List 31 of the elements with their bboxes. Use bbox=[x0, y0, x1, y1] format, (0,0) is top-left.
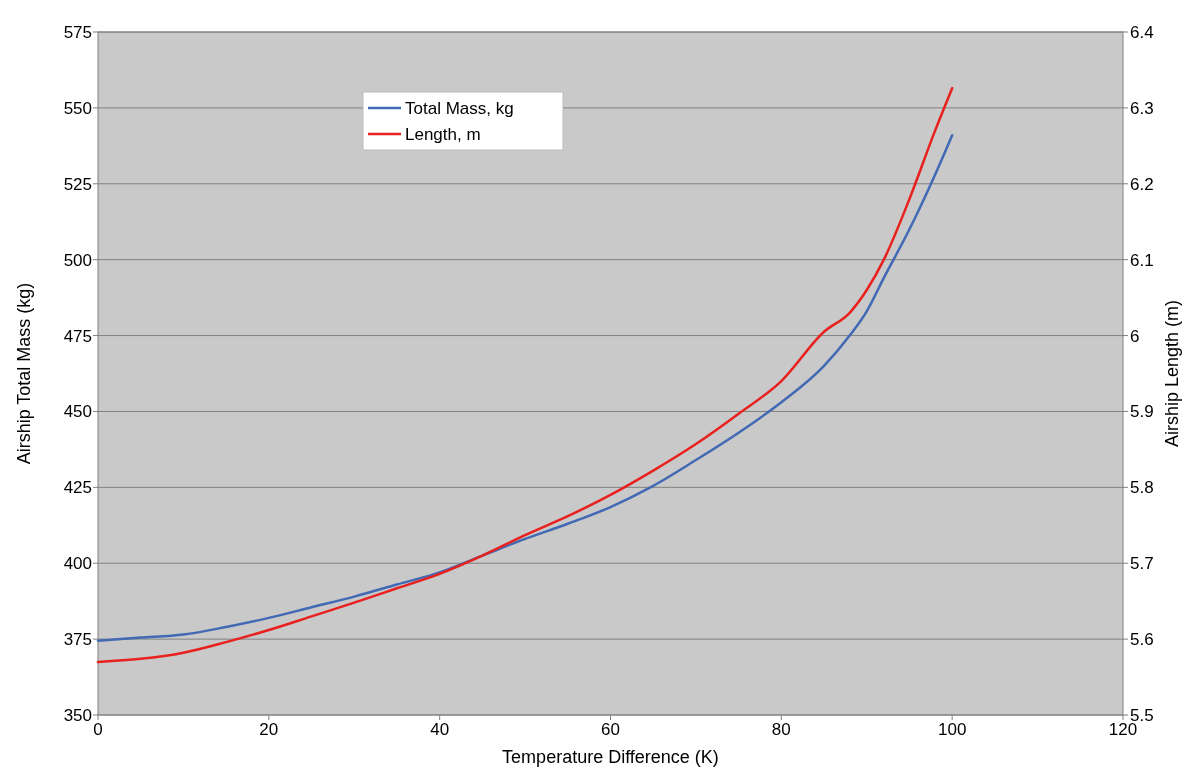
y-tick-label: 400 bbox=[63, 554, 92, 574]
x-tick-label: 20 bbox=[259, 720, 279, 739]
x-tick-label: 120 bbox=[1108, 720, 1138, 739]
x-tick-label: 0 bbox=[93, 720, 103, 739]
y-tick-label: 575 bbox=[63, 23, 92, 42]
y-tick-label: 450 bbox=[63, 402, 92, 422]
y2-tick-label: 5.8 bbox=[1130, 478, 1154, 498]
y2-tick-label: 5.9 bbox=[1130, 402, 1154, 422]
y-tick-label: 525 bbox=[63, 174, 92, 194]
x-tick-label: 80 bbox=[771, 720, 791, 739]
y2-tick-label: 6.3 bbox=[1130, 98, 1154, 118]
x-axis-title: Temperature Difference (K) bbox=[502, 747, 719, 767]
y-tick-label: 350 bbox=[63, 706, 92, 725]
y2-tick-label: 6.2 bbox=[1130, 174, 1154, 194]
y-tick-label: 475 bbox=[63, 326, 92, 346]
y2-tick-label: 6.1 bbox=[1130, 250, 1154, 270]
y2-tick-label: 6 bbox=[1130, 326, 1140, 346]
x-tick-label: 100 bbox=[937, 720, 967, 739]
y-tick-label: 500 bbox=[63, 250, 92, 270]
y2-tick-label: 5.6 bbox=[1130, 630, 1154, 650]
y-tick-label: 375 bbox=[63, 630, 92, 650]
y-tick-label: 425 bbox=[63, 478, 92, 498]
legend-label: Length, m bbox=[405, 125, 481, 144]
legend-label: Total Mass, kg bbox=[405, 99, 514, 118]
x-tick-label: 40 bbox=[430, 720, 450, 739]
y2-axis-title: Airship Length (m) bbox=[1162, 299, 1182, 448]
y2-tick-label: 6.4 bbox=[1130, 23, 1154, 42]
x-tick-label: 60 bbox=[601, 720, 620, 739]
y-tick-label: 550 bbox=[63, 98, 92, 118]
y2-tick-label: 5.7 bbox=[1130, 554, 1154, 574]
y-axis-title: Airship Total Mass (kg) bbox=[14, 282, 34, 465]
